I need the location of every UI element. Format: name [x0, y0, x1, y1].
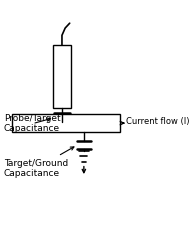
Text: Probe/Target
Capacitance: Probe/Target Capacitance — [4, 114, 61, 134]
Bar — [53, 45, 71, 108]
Text: Current flow (I): Current flow (I) — [126, 117, 189, 126]
Bar — [12, 114, 120, 132]
Text: Target/Ground
Capacitance: Target/Ground Capacitance — [4, 147, 74, 178]
